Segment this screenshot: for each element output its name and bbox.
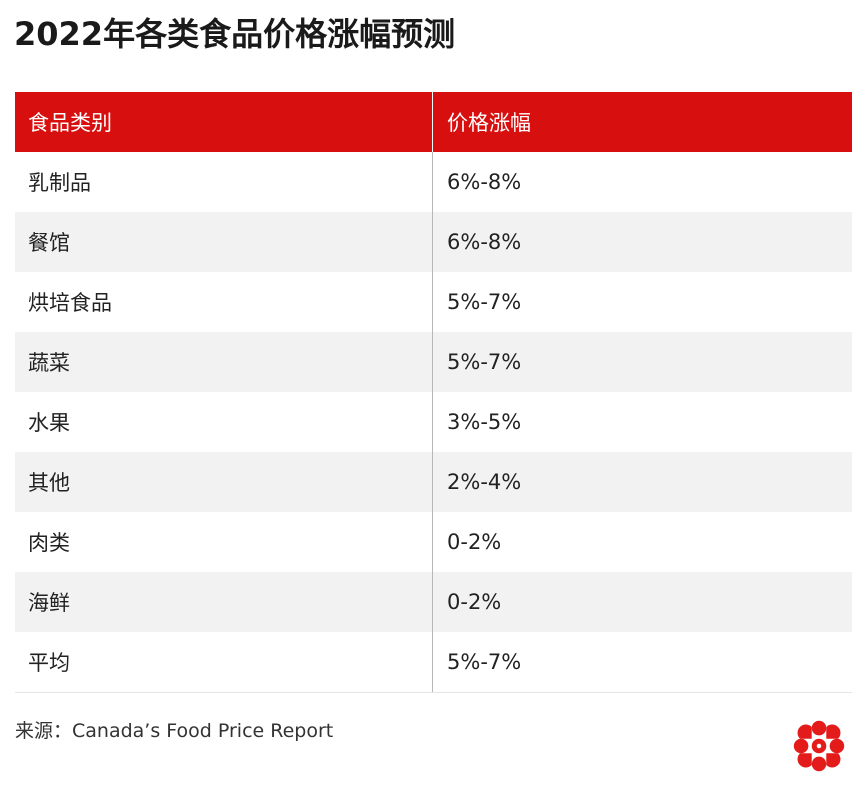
table-row: 水果 3%-5% (15, 392, 852, 452)
food-category-cell: 乳制品 (15, 152, 433, 212)
page-title: 2022年各类食品价格涨幅预测 (14, 10, 455, 58)
source-note: 来源：Canada’s Food Price Report (15, 716, 333, 743)
header-price-increase: 价格涨幅 (433, 92, 852, 152)
table-row: 平均 5%-7% (15, 632, 852, 692)
food-category-cell: 肉类 (15, 512, 433, 572)
price-increase-cell: 5%-7% (433, 332, 852, 392)
food-category-cell: 海鲜 (15, 572, 433, 632)
food-category-cell: 平均 (15, 632, 433, 692)
food-category-cell: 餐馆 (15, 212, 433, 272)
food-category-cell: 其他 (15, 452, 433, 512)
price-table: 食品类别 价格涨幅 乳制品 6%-8% 餐馆 6%-8% 烘培食品 5%-7% … (15, 92, 852, 693)
table-row: 海鲜 0-2% (15, 572, 852, 632)
table-row: 烘培食品 5%-7% (15, 272, 852, 332)
table-row: 蔬菜 5%-7% (15, 332, 852, 392)
food-category-cell: 蔬菜 (15, 332, 433, 392)
price-increase-cell: 3%-5% (433, 392, 852, 452)
price-increase-cell: 2%-4% (433, 452, 852, 512)
price-increase-cell: 5%-7% (433, 632, 852, 692)
price-increase-cell: 0-2% (433, 572, 852, 632)
table-bottom-divider (15, 692, 852, 693)
table-header-row: 食品类别 价格涨幅 (15, 92, 852, 152)
food-category-cell: 烘培食品 (15, 272, 433, 332)
table-row: 乳制品 6%-8% (15, 152, 852, 212)
price-increase-cell: 6%-8% (433, 152, 852, 212)
table-row: 肉类 0-2% (15, 512, 852, 572)
price-increase-cell: 5%-7% (433, 272, 852, 332)
price-increase-cell: 0-2% (433, 512, 852, 572)
cbc-gem-logo-icon (791, 718, 847, 774)
price-increase-cell: 6%-8% (433, 212, 852, 272)
food-category-cell: 水果 (15, 392, 433, 452)
table-row: 餐馆 6%-8% (15, 212, 852, 272)
table-row: 其他 2%-4% (15, 452, 852, 512)
header-food-category: 食品类别 (15, 92, 433, 152)
